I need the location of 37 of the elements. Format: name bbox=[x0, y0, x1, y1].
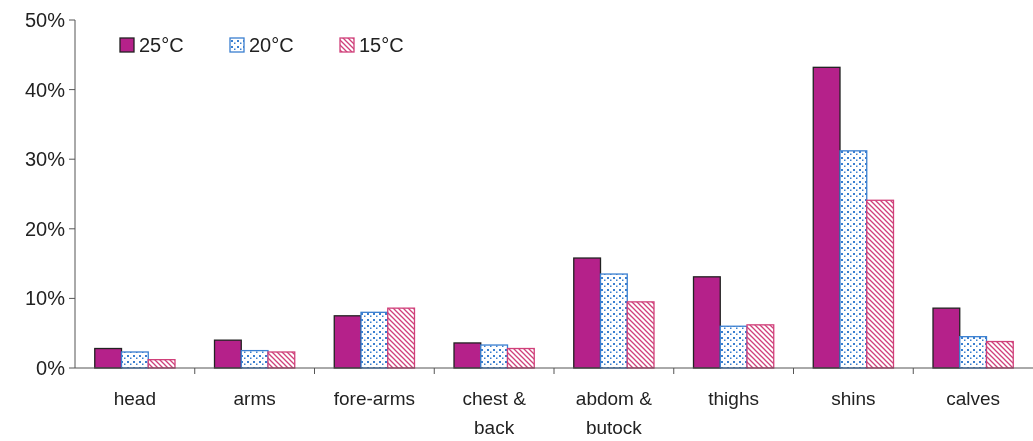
bar bbox=[866, 199, 895, 369]
legend-label: 15°C bbox=[359, 34, 404, 56]
x-tick-label: shins bbox=[831, 388, 876, 409]
x-tick-label: abdom & butock bbox=[575, 388, 653, 438]
bar bbox=[506, 347, 535, 369]
bar bbox=[573, 257, 602, 369]
x-tick-label: fore-arms bbox=[333, 388, 416, 409]
bar bbox=[453, 342, 482, 369]
legend-label: 25°C bbox=[139, 34, 184, 56]
bar bbox=[839, 150, 868, 369]
x-tick-label: thighs bbox=[708, 388, 759, 409]
x-tick-label: chest & back bbox=[462, 388, 527, 438]
legend-label: 20°C bbox=[249, 34, 294, 56]
y-tick-label: 50% bbox=[24, 9, 66, 31]
bar bbox=[626, 301, 655, 369]
bar bbox=[599, 273, 628, 369]
y-tick-label: 10% bbox=[24, 287, 66, 310]
bar bbox=[746, 324, 775, 369]
bar bbox=[333, 315, 362, 369]
bar bbox=[985, 340, 1014, 369]
bar bbox=[120, 351, 149, 369]
y-tick-label: 30% bbox=[24, 148, 66, 171]
bar bbox=[959, 336, 988, 369]
y-tick-label: 40% bbox=[24, 78, 66, 101]
bar bbox=[812, 66, 841, 369]
bar bbox=[480, 344, 509, 369]
bar bbox=[360, 311, 389, 369]
bar bbox=[932, 307, 961, 369]
bar bbox=[692, 276, 721, 369]
y-tick-label: 20% bbox=[24, 217, 66, 240]
bar bbox=[213, 339, 242, 369]
y-tick-label: 0% bbox=[36, 357, 66, 379]
x-tick-label: calves bbox=[946, 388, 1001, 409]
bar bbox=[387, 307, 416, 369]
x-tick-label: arms bbox=[233, 388, 276, 409]
bar bbox=[267, 351, 296, 369]
x-tick-label: head bbox=[113, 388, 157, 409]
